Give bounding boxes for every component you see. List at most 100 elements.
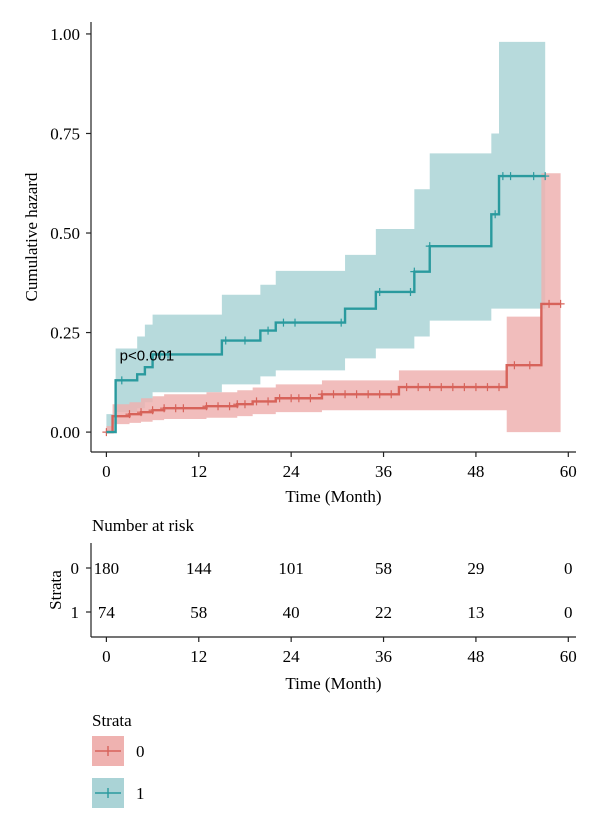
- censor-mark-strata-0: [171, 404, 180, 413]
- risk-count: 0: [564, 559, 573, 578]
- risk-count: 13: [467, 603, 484, 622]
- censor-mark-strata-1: [498, 172, 507, 181]
- risk-x-tick-label: 24: [283, 647, 301, 666]
- risk-count: 74: [98, 603, 116, 622]
- y-tick-label: 0.50: [50, 224, 80, 243]
- legend-label: 1: [136, 784, 145, 803]
- censor-mark-strata-1: [163, 350, 172, 359]
- legend-label: 0: [136, 742, 145, 761]
- y-tick-label: 0.25: [50, 324, 80, 343]
- risk-count: 0: [564, 603, 573, 622]
- risk-count: 29: [467, 559, 484, 578]
- risk-count: 144: [186, 559, 212, 578]
- censor-mark-strata-0: [202, 402, 211, 411]
- x-tick-label: 0: [102, 462, 111, 481]
- censor-mark-strata-1: [291, 318, 300, 327]
- censor-mark-strata-0: [387, 390, 396, 399]
- hazard-plot: 0.00 0.25 0.50 0.75 1.00 0 12 24 36 48 60 Time (Mon…: [22, 22, 577, 506]
- confidence-band-strata-1: [106, 41, 546, 433]
- censor-mark-strata-0: [137, 408, 146, 417]
- risk-count: 22: [375, 603, 392, 622]
- censor-mark-strata-0: [179, 404, 188, 413]
- censor-mark-strata-1: [117, 376, 126, 385]
- y-tick-label: 0.00: [50, 423, 80, 442]
- censor-mark-strata-0: [287, 394, 296, 403]
- censor-mark-strata-0: [402, 383, 411, 392]
- risk-row-label: 1: [71, 603, 80, 622]
- x-tick-label: 36: [375, 462, 392, 481]
- censor-mark-strata-1: [491, 210, 500, 219]
- censor-mark-strata-0: [375, 390, 384, 399]
- censor-mark-strata-1: [529, 172, 538, 181]
- risk-table-title: Number at risk: [92, 516, 194, 535]
- risk-table: Number at risk 0 180 144 101 58 29 0 1 74 58 40 22 13…: [46, 516, 577, 693]
- censor-mark-strata-0: [240, 400, 249, 409]
- censor-mark-strata-0: [341, 390, 350, 399]
- censor-mark-strata-0: [214, 402, 223, 411]
- risk-x-tick-label: 60: [560, 647, 577, 666]
- y-axis-title: Cumulative hazard: [22, 172, 41, 301]
- censor-mark-strata-1: [279, 318, 288, 327]
- censor-mark-strata-0: [364, 390, 373, 399]
- censor-mark-strata-1: [264, 326, 273, 335]
- censor-mark-strata-1: [375, 287, 384, 296]
- y-tick-label: 0.75: [50, 124, 80, 143]
- censor-mark-strata-0: [556, 299, 565, 308]
- risk-count: 180: [94, 559, 120, 578]
- censor-mark-strata-0: [306, 394, 315, 403]
- censor-mark-strata-0: [148, 406, 157, 415]
- censor-mark-strata-0: [233, 400, 242, 409]
- censor-mark-strata-0: [294, 394, 303, 403]
- x-tick-label: 48: [467, 462, 484, 481]
- risk-count: 58: [375, 559, 392, 578]
- censor-mark-strata-1: [506, 172, 515, 181]
- censor-mark-strata-0: [317, 390, 326, 399]
- censor-mark-strata-1: [410, 267, 419, 276]
- x-tick-label: 24: [283, 462, 301, 481]
- risk-count: 40: [283, 603, 300, 622]
- censor-mark-strata-0: [275, 394, 284, 403]
- censor-mark-strata-0: [483, 383, 492, 392]
- risk-x-tick-label: 48: [467, 647, 484, 666]
- censor-mark-strata-0: [425, 383, 434, 392]
- x-tick-label: 60: [560, 462, 577, 481]
- censor-mark-strata-0: [225, 402, 234, 411]
- censor-mark-strata-1: [425, 242, 434, 251]
- p-value-annotation: p<0.001: [120, 347, 175, 364]
- risk-x-tick-label: 0: [102, 647, 111, 666]
- censor-mark-strata-1: [337, 318, 346, 327]
- censor-mark-strata-0: [545, 299, 554, 308]
- censor-mark-strata-0: [525, 361, 534, 370]
- x-axis-title: Time (Month): [285, 487, 381, 506]
- risk-count: 58: [190, 603, 207, 622]
- risk-table-y-title: Strata: [46, 570, 65, 610]
- risk-table-x-title: Time (Month): [285, 674, 381, 693]
- censor-mark-strata-0: [448, 383, 457, 392]
- censor-mark-strata-0: [460, 383, 469, 392]
- censor-mark-strata-0: [414, 383, 423, 392]
- censor-mark-strata-1: [541, 172, 550, 181]
- censor-mark-strata-0: [252, 397, 261, 406]
- censor-mark-strata-0: [329, 390, 338, 399]
- censor-mark-strata-1: [240, 336, 249, 345]
- legend-title: Strata: [92, 711, 132, 730]
- risk-x-tick-label: 36: [375, 647, 392, 666]
- censor-mark-strata-1: [156, 350, 165, 359]
- censor-mark-strata-1: [406, 287, 415, 296]
- y-tick-label: 1.00: [50, 25, 80, 44]
- censor-mark-strata-0: [352, 390, 361, 399]
- censor-mark-strata-0: [264, 397, 273, 406]
- hazard-line-strata-1: [106, 174, 546, 434]
- x-tick-label: 12: [190, 462, 207, 481]
- censor-mark-strata-0: [160, 404, 169, 413]
- risk-row-label: 0: [71, 559, 80, 578]
- censor-mark-strata-0: [437, 383, 446, 392]
- censor-mark-strata-0: [125, 410, 134, 419]
- censor-mark-strata-0: [510, 361, 519, 370]
- censor-mark-strata-0: [495, 383, 504, 392]
- risk-x-tick-label: 12: [190, 647, 207, 666]
- censor-mark-strata-1: [221, 336, 230, 345]
- censor-mark-strata-0: [471, 383, 480, 392]
